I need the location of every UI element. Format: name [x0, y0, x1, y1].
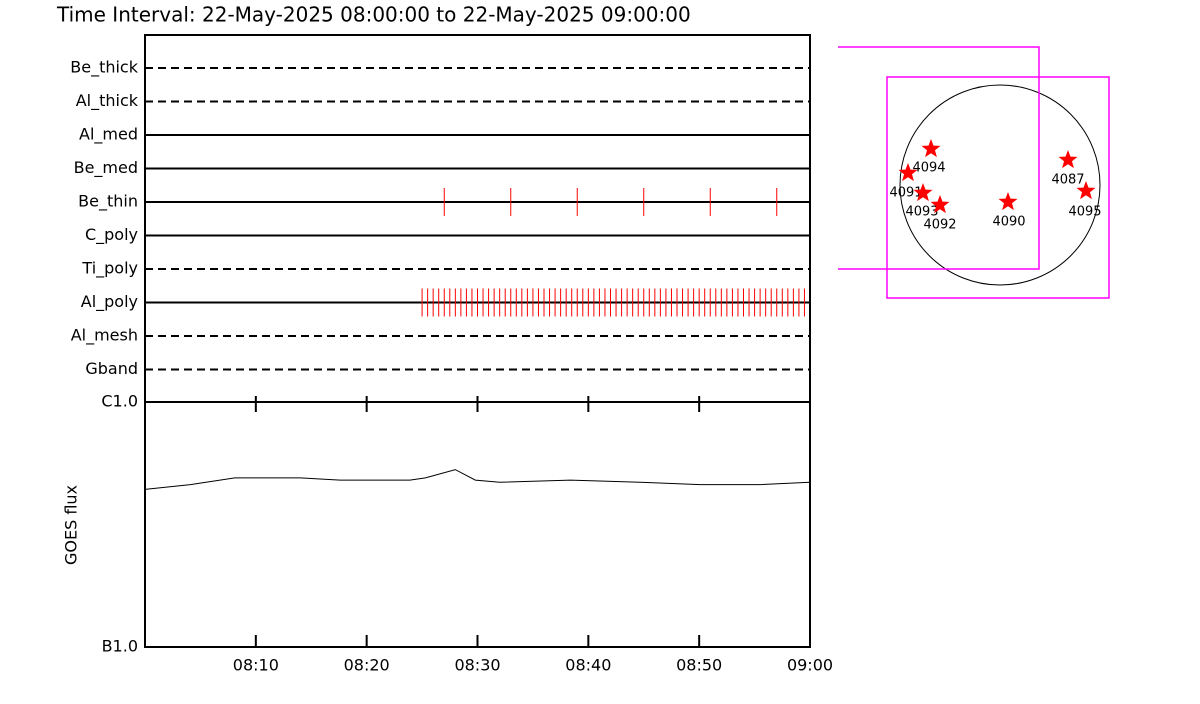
- x-tick-label: 09:00: [787, 656, 833, 675]
- chart-title: Time Interval: 22-May-2025 08:00:00 to 2…: [56, 3, 691, 27]
- goes-frame: [144, 401, 811, 648]
- solar-disk: [899, 84, 1101, 286]
- row-label: Al_mesh: [71, 326, 138, 346]
- row-label: Al_poly: [81, 292, 138, 312]
- x-tick-label: 08:10: [233, 656, 279, 675]
- region-marker: [998, 192, 1018, 211]
- region-marker: [1076, 181, 1096, 200]
- region-label: 4092: [923, 218, 956, 233]
- row-label: Gband: [85, 359, 138, 378]
- row-label: Al_thick: [76, 91, 139, 111]
- x-tick-label: 08:20: [344, 656, 390, 675]
- x-tick-label: 08:40: [565, 656, 611, 675]
- y-tick-label: C1.0: [101, 392, 138, 411]
- region-label: 4091: [889, 186, 922, 201]
- region-marker: [1058, 150, 1078, 169]
- region-label: 4090: [992, 215, 1025, 230]
- row-label: Be_thick: [70, 58, 138, 78]
- row-label: Ti_poly: [81, 259, 138, 279]
- region-label: 4087: [1051, 173, 1084, 188]
- region-marker: [913, 183, 933, 202]
- y-axis-label: GOES flux: [62, 485, 81, 565]
- region-label: 4095: [1068, 205, 1101, 220]
- timeline-frame: [144, 34, 811, 403]
- row-label: Al_med: [79, 125, 138, 145]
- goes-line: [144, 469, 811, 490]
- row-label: C_poly: [85, 225, 138, 245]
- x-tick-label: 08:50: [676, 656, 722, 675]
- region-marker: [898, 163, 918, 182]
- region-label: 4094: [912, 161, 945, 176]
- region-marker: [930, 195, 950, 214]
- region-marker: [921, 139, 941, 158]
- row-label: Be_thin: [78, 192, 138, 212]
- fov-box: [886, 76, 1110, 299]
- row-label: Be_med: [74, 158, 138, 178]
- region-label: 4093: [905, 205, 938, 220]
- x-tick-label: 08:30: [454, 656, 500, 675]
- y-tick-label: B1.0: [102, 637, 138, 656]
- fov-box: [838, 46, 1040, 270]
